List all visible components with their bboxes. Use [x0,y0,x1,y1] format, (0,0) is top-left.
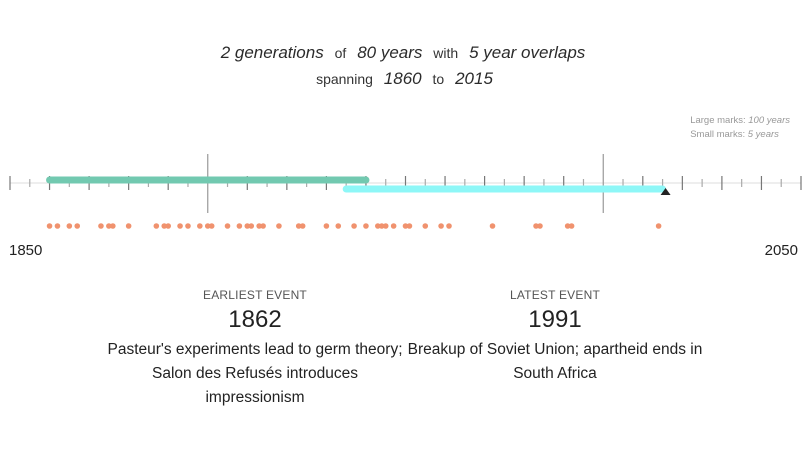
generation-bars [46,176,671,195]
event-dot [537,223,543,229]
event-dot [382,223,389,229]
event-dot [406,223,413,229]
summary-line-1: 2 generations of 80 years with 5 year ov… [0,40,806,66]
earliest-event: EARLIEST EVENT 1862 Pasteur's experiment… [105,288,405,410]
latest-event-description: Breakup of Soviet Union; apartheid ends … [407,341,703,382]
event-dot [295,223,302,229]
event-dot [256,223,262,229]
event-dot [446,223,452,229]
event-dot [125,223,132,229]
event-dot [564,223,571,229]
latest-event: LATEST EVENT 1991 Breakup of Soviet Unio… [405,288,705,386]
legend-small-value: 5 years [747,129,779,140]
event-dot [204,223,211,229]
event-dot [335,223,342,229]
event-dot [197,223,203,229]
event-dot [489,223,496,229]
span-end-marker [660,188,671,195]
summary-line-2: spanning 1860 to 2015 [0,66,806,92]
span-end-year: 2015 [455,69,493,88]
generation-count: 2 generations [220,43,324,62]
earliest-event-year: 1862 [228,306,282,333]
event-dot [185,223,191,229]
event-dot [655,223,662,229]
earliest-event-description: Pasteur's experiments lead to germ theor… [107,341,403,406]
event-dot [66,223,73,229]
event-dot [244,223,251,229]
event-dot [568,223,575,229]
event-dot [390,223,397,229]
legend-large-marks: Large marks: 100 years [690,114,790,128]
event-dot [276,223,282,229]
event-dot [378,223,385,229]
generation-length: 80 years [357,43,423,62]
timeline-summary: 2 generations of 80 years with 5 year ov… [0,40,806,92]
event-dot [323,223,330,229]
event-dot [110,223,116,229]
event-dot [161,223,168,229]
event-dot [236,223,243,229]
event-dot [208,223,215,229]
event-dot [363,223,369,229]
event-dot [438,223,444,229]
summary-spanning-text: spanning [316,71,373,87]
event-dot [177,223,183,229]
legend-small-label: Small marks: [690,129,746,140]
legend-small-marks: Small marks: 5 years [690,128,790,142]
latest-event-year: 1991 [528,306,582,333]
event-dot [533,223,539,229]
event-dot [375,223,381,229]
event-dot [54,223,61,229]
axis-max-label: 2050 [764,242,798,259]
timeline-chart [9,154,802,229]
earliest-event-caption: EARLIEST EVENT [203,288,307,302]
event-dot [422,223,429,229]
tick-legend: Large marks: 100 years Small marks: 5 ye… [690,114,790,142]
span-start-year: 1860 [383,69,422,88]
summary-with-text: with [433,45,459,61]
event-dot [74,223,81,229]
event-dot [248,223,255,229]
legend-large-label: Large marks: [690,115,746,126]
overlap-length: 5 year overlaps [469,43,586,62]
event-dot [165,223,171,229]
event-dot [153,223,160,229]
latest-event-caption: LATEST EVENT [510,288,600,302]
event-dot [106,223,112,229]
event-dot [260,223,266,229]
summary-of-text: of [334,45,347,61]
event-dots [46,223,662,229]
event-dot [224,223,231,229]
event-dot [299,223,306,229]
event-dot [98,223,104,229]
legend-large-value: 100 years [748,115,790,126]
event-dot [351,223,357,229]
event-dot [402,223,409,229]
summary-to-text: to [432,71,445,87]
event-dot [46,223,53,229]
axis-min-label: 1850 [9,242,43,259]
